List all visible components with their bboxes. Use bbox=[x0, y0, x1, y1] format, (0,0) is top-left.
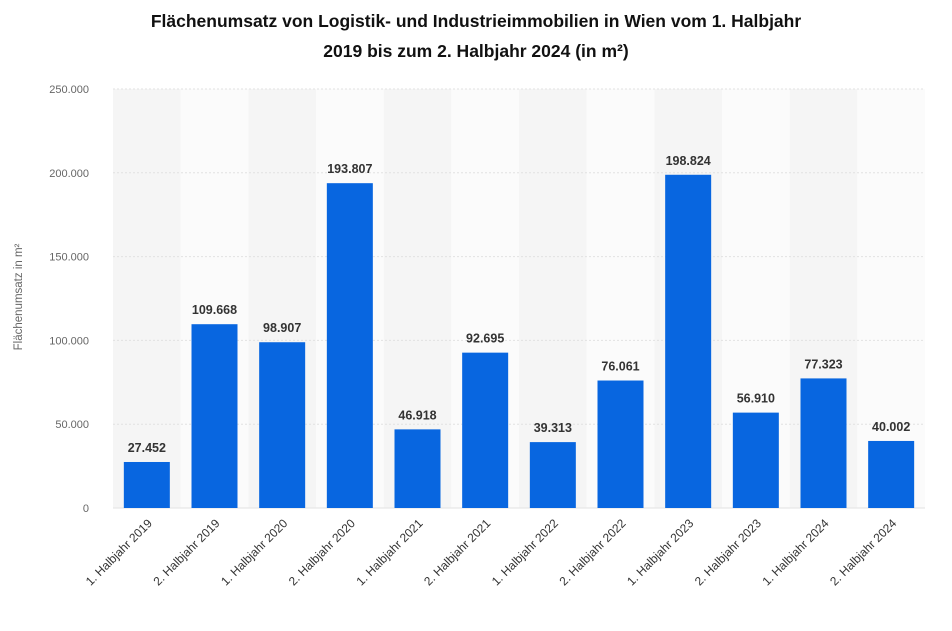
bar bbox=[529, 442, 576, 508]
x-tick-label: 2. Halbjahr 2021 bbox=[421, 516, 493, 588]
x-tick-label: 1. Halbjahr 2023 bbox=[624, 516, 696, 588]
value-label: 198.824 bbox=[666, 154, 711, 168]
y-tick-label: 0 bbox=[83, 503, 89, 515]
x-tick-label: 1. Halbjahr 2021 bbox=[353, 516, 425, 588]
value-label: 76.061 bbox=[601, 360, 639, 374]
background-band bbox=[857, 89, 925, 508]
value-label: 193.807 bbox=[327, 162, 372, 176]
gridlines bbox=[113, 88, 925, 509]
chart-title: Flächenumsatz von Logistik- und Industri… bbox=[0, 6, 952, 66]
chart-title-line-2: 2019 bis zum 2. Halbjahr 2024 (in m²) bbox=[323, 41, 629, 61]
value-labels: 27.452 109.668 98.907 193.807 46.918 92.695 39… bbox=[128, 154, 911, 455]
bar bbox=[394, 429, 441, 508]
y-axis-ticks: 0 50.000 100.000 150.000 200.000 250.000 bbox=[49, 84, 89, 515]
value-label: 92.695 bbox=[466, 332, 504, 346]
y-tick-label: 150.000 bbox=[49, 252, 89, 264]
value-label: 40.002 bbox=[872, 420, 910, 434]
bar bbox=[191, 324, 238, 508]
bar bbox=[732, 412, 779, 508]
x-tick-label: 2. Halbjahr 2023 bbox=[692, 516, 764, 588]
bar bbox=[868, 440, 915, 508]
value-label: 39.313 bbox=[534, 421, 572, 435]
value-label: 77.323 bbox=[804, 357, 842, 371]
bar bbox=[800, 378, 847, 508]
value-label: 46.918 bbox=[398, 408, 436, 422]
bar bbox=[665, 174, 712, 508]
bar bbox=[462, 352, 509, 508]
x-tick-label: 1. Halbjahr 2019 bbox=[83, 516, 155, 588]
bar bbox=[326, 183, 373, 508]
y-tick-label: 50.000 bbox=[55, 419, 89, 431]
bar bbox=[597, 380, 644, 508]
x-tick-label: 2. Halbjahr 2024 bbox=[827, 516, 899, 588]
y-tick-label: 200.000 bbox=[49, 168, 89, 180]
x-tick-label: 2. Halbjahr 2020 bbox=[286, 516, 358, 588]
value-label: 109.668 bbox=[192, 303, 237, 317]
chart-title-line-1: Flächenumsatz von Logistik- und Industri… bbox=[150, 11, 802, 31]
x-tick-label: 2. Halbjahr 2022 bbox=[556, 516, 628, 588]
x-tick-label: 1. Halbjahr 2024 bbox=[759, 516, 831, 588]
bar bbox=[123, 461, 170, 508]
y-tick-label: 100.000 bbox=[49, 335, 89, 347]
value-label: 27.452 bbox=[128, 441, 166, 455]
value-label: 56.910 bbox=[737, 392, 775, 406]
y-tick-label: 250.000 bbox=[49, 84, 89, 96]
background-band bbox=[113, 89, 181, 508]
x-tick-label: 2. Halbjahr 2019 bbox=[150, 516, 222, 588]
value-label: 98.907 bbox=[263, 321, 301, 335]
bar bbox=[259, 342, 306, 508]
x-tick-label: 1. Halbjahr 2020 bbox=[218, 516, 290, 588]
x-tick-label: 1. Halbjahr 2022 bbox=[489, 516, 561, 588]
y-axis-label: Flächenumsatz in m² bbox=[13, 243, 25, 350]
background-band bbox=[519, 89, 587, 508]
bars bbox=[123, 174, 915, 508]
